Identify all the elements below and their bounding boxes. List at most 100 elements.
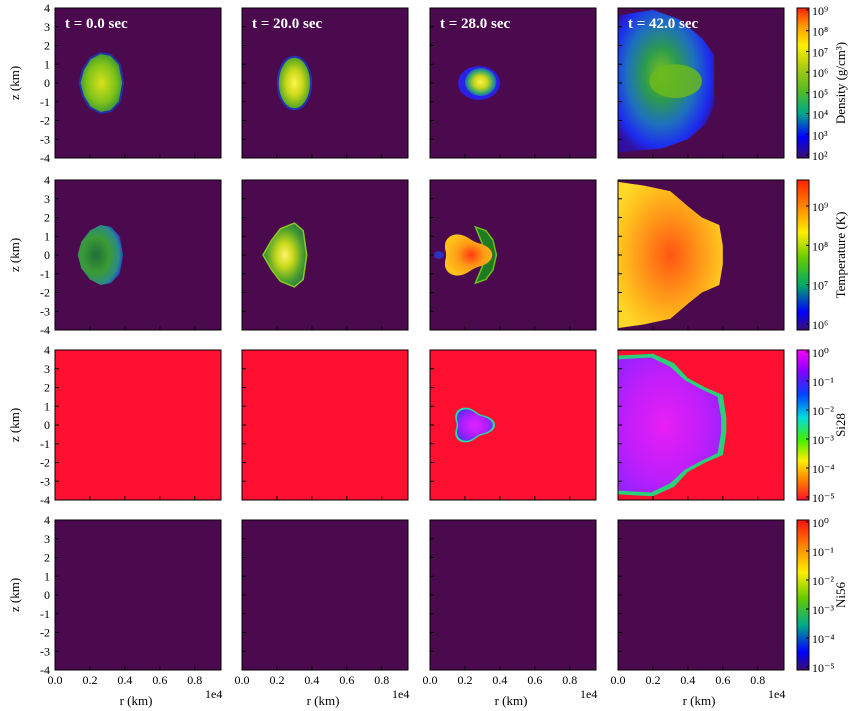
colorbar-tick-label: 10⁹: [812, 200, 828, 214]
field-region: [618, 357, 722, 493]
field-region: [262, 222, 308, 288]
y-tick-label: 3: [44, 20, 50, 34]
x-tick-label: 0.2: [269, 673, 284, 687]
colorbar-tick-label: 10⁻⁵: [812, 491, 835, 505]
y-tick-label: 3: [44, 532, 50, 546]
frame-layer: 4 3 2 1 0 -1 -2 -3 -4 z (km) 4 3 2 1 0 -1 -2 -3 -4 z (km) 4 3…: [7, 1, 785, 708]
field-region: [77, 225, 124, 285]
colorbar-label: Si28: [833, 413, 848, 437]
colorbar-tick-label: 10⁵: [812, 87, 828, 101]
panel-ni56-3: [618, 520, 784, 670]
colorbar-label: Temperature (K): [833, 212, 848, 299]
y-tick-label: -1: [40, 95, 50, 109]
y-tick-label: -3: [40, 644, 50, 658]
panel-si28-0: [55, 350, 221, 500]
colorbar-tick-label: 10⁰: [812, 346, 829, 360]
y-tick-label: -4: [40, 323, 50, 337]
y-tick-label: 2: [44, 551, 50, 565]
colorbar-tick-label: 10⁸: [812, 25, 828, 39]
y-axis-label: z (km): [7, 66, 22, 100]
colorbar-tick-label: 10⁻⁵: [812, 661, 835, 675]
x-tick-label: 0.6: [152, 673, 167, 687]
time-title: t = 28.0 sec: [440, 16, 511, 32]
x-tick-label: 0.2: [457, 673, 472, 687]
y-tick-label: -2: [40, 626, 50, 640]
x-tick-label: 0.4: [492, 673, 507, 687]
colorbar-tick-label: 10⁻²: [812, 574, 834, 588]
field-region: [649, 64, 702, 98]
x-tick-label: 0.0: [611, 673, 626, 687]
x-tick-label: 0.0: [423, 673, 438, 687]
y-tick-label: 4: [44, 173, 50, 187]
panel-si28-2: [430, 350, 596, 500]
colorbar-tick-label: 10⁻²: [812, 404, 834, 418]
y-tick-label: 4: [44, 1, 50, 15]
x-tick-label: 0.2: [82, 673, 97, 687]
y-tick-label: 3: [44, 362, 50, 376]
field-region: [457, 409, 493, 441]
y-tick-label: -4: [40, 663, 50, 677]
x-axis-label: r (km): [307, 693, 340, 708]
y-tick-label: -1: [40, 607, 50, 621]
x-axis-label: r (km): [120, 693, 153, 708]
y-tick-label: -4: [40, 151, 50, 165]
colorbar-tick-label: 10⁻¹: [812, 545, 834, 559]
y-tick-label: -3: [40, 132, 50, 146]
y-tick-label: 4: [44, 513, 50, 527]
panel-density-1: [242, 8, 408, 158]
field-region: [78, 51, 125, 115]
y-tick-label: 2: [44, 381, 50, 395]
time-title: t = 20.0 sec: [252, 16, 323, 32]
colorbar-tick-label: 10⁻¹: [812, 375, 834, 389]
colorbar-tick-label: 10⁶: [812, 66, 828, 80]
field-region: [433, 251, 444, 259]
colorbar-tick-label: 10³: [812, 128, 828, 142]
x-tick-label: 0.6: [527, 673, 542, 687]
colorbar-tick-label: 10⁻³: [812, 603, 834, 617]
y-tick-label: 0: [44, 418, 50, 432]
x-tick-label: 0.8: [187, 673, 202, 687]
x-tick-label: 0.2: [645, 673, 660, 687]
y-tick-label: 4: [44, 343, 50, 357]
time-title: t = 0.0 sec: [65, 16, 128, 32]
y-axis-label: z (km): [7, 578, 22, 612]
y-tick-label: 0: [44, 248, 50, 262]
y-tick-label: 1: [44, 229, 50, 243]
panel-ni56-2: [430, 520, 596, 670]
x-axis-label: r (km): [495, 693, 528, 708]
y-tick-label: -3: [40, 304, 50, 318]
field-region: [618, 181, 723, 329]
colorbar-density: [796, 7, 810, 159]
colorbar-tick-label: 10⁻³: [812, 433, 834, 447]
y-tick-label: -4: [40, 493, 50, 507]
x-tick-label: 0.4: [117, 673, 132, 687]
y-axis-label: z (km): [7, 408, 22, 442]
x-tick-label: 0.4: [680, 673, 695, 687]
time-title: t = 42.0 sec: [628, 16, 699, 32]
y-tick-label: 1: [44, 57, 50, 71]
colorbar-tick-label: 10⁸: [812, 239, 828, 253]
colorbar-tick-label: 10⁻⁴: [812, 632, 835, 646]
colorbar-ni56: [796, 519, 810, 671]
panel-si28-1: [242, 350, 408, 500]
colorbar-temperature: [796, 179, 810, 331]
x-offset-label: 1e4: [392, 687, 409, 701]
x-offset-label: 1e4: [580, 687, 597, 701]
y-tick-label: 2: [44, 211, 50, 225]
colorbar-layer: 10⁹ 10⁸ 10⁷ 10⁶ 10⁵ 10⁴ 10³ 10² Density (g/cm³) 1…: [796, 4, 848, 675]
y-tick-label: -3: [40, 474, 50, 488]
blob-layer: [77, 9, 727, 497]
colorbar-label: Ni56: [833, 582, 848, 609]
panel-ni56-1: [242, 520, 408, 670]
x-axis-label: r (km): [683, 693, 716, 708]
colorbar-tick-label: 10⁷: [812, 45, 828, 59]
colorbar-tick-label: 10²: [812, 149, 828, 163]
x-tick-label: 0.6: [715, 673, 730, 687]
y-tick-label: 0: [44, 588, 50, 602]
y-tick-label: 1: [44, 399, 50, 413]
y-tick-label: -1: [40, 437, 50, 451]
field-region: [276, 55, 313, 111]
y-tick-label: -1: [40, 267, 50, 281]
x-tick-label: 0.4: [304, 673, 319, 687]
